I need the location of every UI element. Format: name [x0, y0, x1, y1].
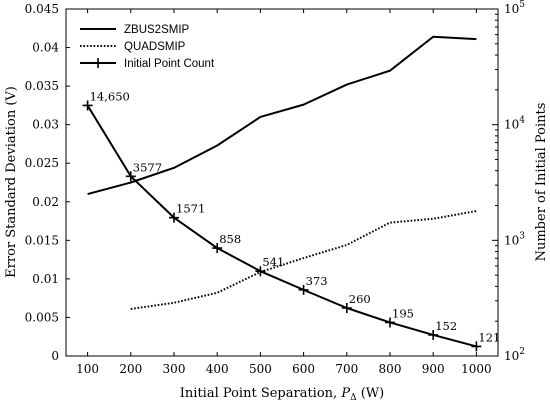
data-label: 373: [306, 274, 328, 288]
y-left-tick-label: 0.02: [32, 195, 59, 209]
data-point-marker: [341, 303, 352, 314]
legend: ZBUS2SMIP QUADSMIP Initial Point Count: [74, 14, 226, 76]
y-left-tick-label: 0.015: [25, 233, 59, 247]
y-axis-label-right: Number of Initial Points: [534, 103, 549, 262]
data-label: 195: [392, 306, 414, 320]
y-left-tick-label: 0.04: [32, 41, 59, 55]
x-tick-label: 300: [163, 362, 186, 376]
x-tick-label: 1000: [461, 362, 492, 376]
data-label: 541: [262, 255, 284, 269]
data-point-marker: [428, 329, 439, 340]
y-left-tick-label: 0.005: [25, 310, 59, 324]
data-label: 14,650: [90, 89, 130, 103]
x-tick-label: 100: [76, 362, 99, 376]
x-axis-label: Initial Point Separation, PΔ (W): [180, 386, 384, 403]
y-left-tick-label: 0: [51, 349, 59, 363]
y-right-tick-label: 103: [504, 231, 525, 247]
series-line-quadsmip: [130, 210, 477, 310]
series-line-zbus2smip: [87, 35, 477, 196]
data-point-marker: [298, 284, 309, 295]
legend-label-initial-point-count: Initial Point Count: [124, 58, 215, 70]
x-tick-label: 900: [422, 362, 445, 376]
data-point-marker: [125, 171, 136, 182]
y-right-tick-label: 105: [504, 0, 525, 16]
x-tick-label: 500: [249, 362, 272, 376]
x-tick-label: 800: [379, 362, 402, 376]
legend-marker-plus: [93, 58, 103, 68]
plot-frame: [65, 8, 499, 357]
x-tick-label: 600: [292, 362, 315, 376]
data-labels: 14,650 3577 1571 858 541 373 260 195 152 121: [90, 89, 501, 344]
data-point-marker: [255, 266, 266, 277]
y-left-tick-label: 0.03: [32, 118, 59, 132]
legend-box: [74, 14, 226, 76]
legend-label-quadsmip: QUADSMIP: [124, 41, 186, 53]
data-point-marker: [385, 317, 395, 328]
data-point-marker: [82, 100, 93, 111]
y-left-tick-label: 0.035: [25, 79, 59, 93]
x-tick-label: 400: [206, 362, 229, 376]
data-point-marker: [471, 341, 482, 352]
data-label: 1571: [176, 202, 205, 216]
y-left-tick-label: 0.045: [25, 2, 59, 16]
y-left-tick-label: 0.025: [25, 156, 59, 170]
axis-ticks: 100 200 300 400 500 600 700 800 900 1000 0 0.005 0.0…: [25, 0, 526, 376]
y-left-tick-label: 0.01: [32, 272, 59, 286]
y-right-tick-label: 102: [504, 347, 525, 363]
data-label: 3577: [133, 160, 162, 174]
y-axis-label-left: Error Standard Deviation (V): [4, 86, 19, 278]
x-tick-label: 200: [119, 362, 142, 376]
data-label: 260: [349, 292, 371, 306]
data-point-marker: [212, 243, 223, 254]
data-label: 858: [219, 232, 241, 246]
series-layer: [82, 35, 482, 352]
data-point-marker: [169, 212, 179, 223]
data-label: 152: [435, 319, 457, 333]
legend-label-zbus2smip: ZBUS2SMIP: [124, 24, 190, 36]
y-right-tick-label: 104: [504, 116, 525, 132]
data-label: 121: [478, 330, 500, 344]
x-tick-label: 700: [335, 362, 358, 376]
series-line-initial-point-count: [86, 104, 477, 348]
